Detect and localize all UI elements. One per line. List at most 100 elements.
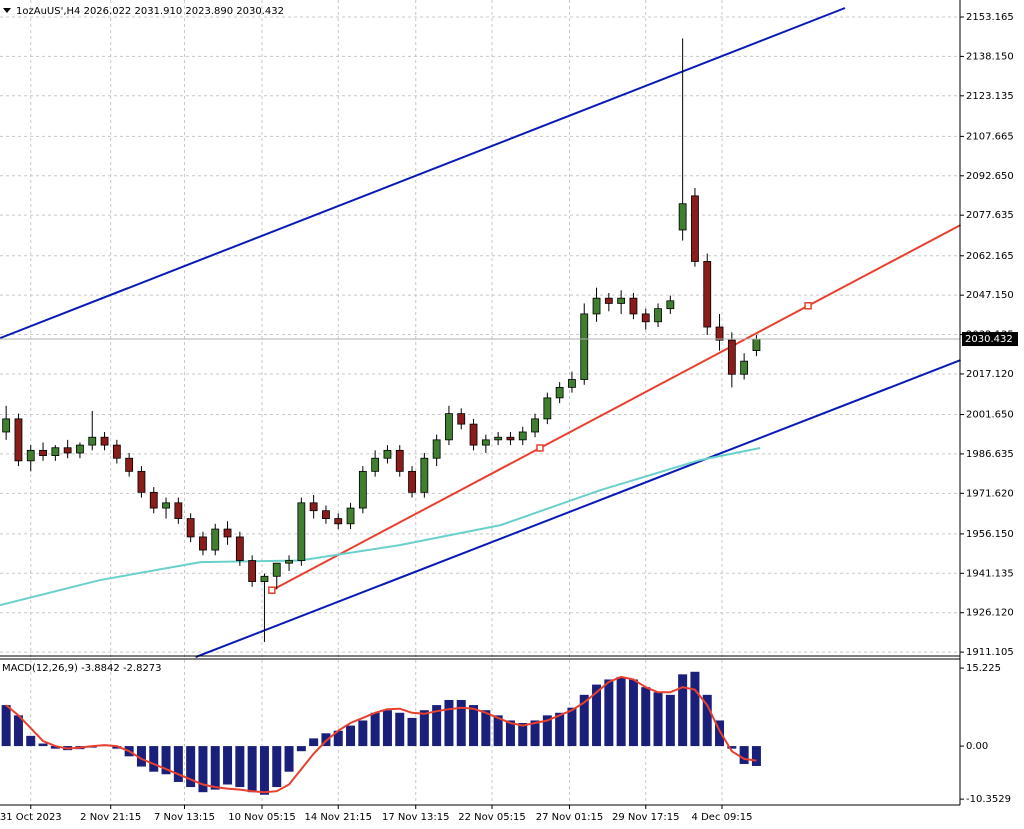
y-tick-label: 2077.635 (966, 210, 1014, 221)
candle-body (420, 457, 429, 493)
candle-body (457, 413, 466, 425)
candle-body (211, 528, 220, 551)
macd-bar (481, 710, 491, 747)
candle-body (568, 379, 576, 388)
y-tick-label: 2017.120 (966, 369, 1014, 380)
chart-header: 1ozAuUS',H4 2026.022 2031.910 2023.890 2… (16, 6, 284, 17)
candle-body (740, 360, 749, 375)
candle-body (272, 562, 281, 577)
candle-body (494, 436, 503, 441)
macd-bar (739, 746, 749, 765)
macd-bar (407, 717, 417, 747)
macd-bar (136, 746, 146, 767)
overlay-line (195, 359, 961, 659)
x-tick-label: 22 Nov 05:15 (458, 812, 525, 823)
x-tick-label: 17 Nov 13:15 (382, 812, 449, 823)
x-tick-label: 31 Oct 2023 (0, 812, 62, 823)
candle-body (654, 308, 662, 323)
candle-body (703, 261, 712, 328)
candle-body (604, 297, 613, 304)
candle-body (76, 444, 84, 454)
macd-bar (395, 712, 405, 747)
close-value: 2030.432 (236, 6, 284, 17)
candle-body (358, 470, 367, 509)
candle-body (112, 444, 121, 459)
price-label: 2030.432 (965, 334, 1013, 345)
anchor-point (268, 586, 276, 594)
macd-bar (505, 720, 515, 747)
macd-bar (296, 746, 306, 752)
candle-body (383, 449, 392, 459)
symbol: 1ozAuUS',H4 (16, 6, 80, 17)
candle-body (678, 203, 687, 231)
macd-bar (641, 687, 651, 747)
macd-bar (690, 671, 700, 747)
candle-body (506, 436, 515, 441)
candle-body (752, 338, 761, 351)
macd-bar (272, 746, 282, 788)
candle-body (371, 457, 380, 472)
candle-body (543, 397, 552, 420)
candle-body (39, 449, 47, 457)
y-tick-label: 1971.620 (966, 488, 1014, 499)
macd-bar (665, 694, 675, 747)
candle-body (592, 297, 601, 315)
signal-line (5, 675, 757, 794)
candle-body (297, 502, 306, 561)
candle-body (63, 447, 72, 454)
candle-body (555, 386, 564, 399)
overlay-line (0, 7, 846, 340)
macd-bar (592, 684, 602, 747)
price-label-bg (962, 332, 1018, 347)
y-tick-label: 2047.150 (966, 290, 1014, 301)
menu-icon[interactable] (3, 8, 11, 13)
macd-bar (579, 694, 589, 747)
candle-body (666, 300, 675, 310)
macd-bar (382, 710, 392, 747)
grid (0, 0, 960, 805)
y-tick-label: 2092.650 (966, 171, 1014, 182)
y-tick-label: 2153.165 (966, 12, 1014, 23)
macd-bar (518, 723, 528, 747)
macd-header: MACD(12,26,9) -3.8842 -2.8273 (2, 663, 162, 674)
macd-bar (284, 746, 294, 772)
x-tick-label: 2 Nov 21:15 (80, 812, 141, 823)
candle-body (580, 313, 589, 380)
macd-bar (715, 720, 725, 747)
x-tick-label: 10 Nov 05:15 (228, 812, 295, 823)
macd-bar (112, 746, 122, 749)
candle-body (149, 491, 158, 509)
macd-bar (567, 707, 577, 747)
candle-body (432, 439, 441, 459)
macd-bar (727, 746, 737, 749)
y-tick-label: 2062.165 (966, 251, 1014, 262)
macd-bar (419, 710, 429, 747)
macd-bar (604, 679, 614, 747)
overlay-line (271, 224, 962, 592)
macd-bar (173, 746, 183, 782)
macd-bar (247, 746, 257, 793)
macd-bar (149, 746, 159, 772)
y-tick-label: 1986.635 (966, 449, 1014, 460)
macd-bar (555, 712, 565, 747)
candle-body (481, 439, 490, 446)
candle-body (260, 575, 269, 582)
candle-body (174, 502, 183, 519)
candle-body (395, 449, 404, 472)
x-tick-label: 7 Nov 13:15 (154, 812, 215, 823)
candle-body (137, 470, 146, 493)
y-tick-label: 15.225 (966, 663, 1001, 674)
candle-body (26, 449, 35, 462)
macd-bar (628, 679, 638, 747)
high-value: 2031.910 (134, 6, 182, 17)
macd-bar (50, 746, 60, 749)
candle-body (334, 518, 343, 525)
candle-body (518, 431, 527, 441)
macd-bar (616, 676, 626, 747)
macd-bar (432, 705, 442, 747)
y-tick-label: 2138.150 (966, 51, 1014, 62)
macd-bar (186, 746, 196, 788)
macd-bar (333, 730, 343, 747)
macd-bar (370, 712, 380, 747)
